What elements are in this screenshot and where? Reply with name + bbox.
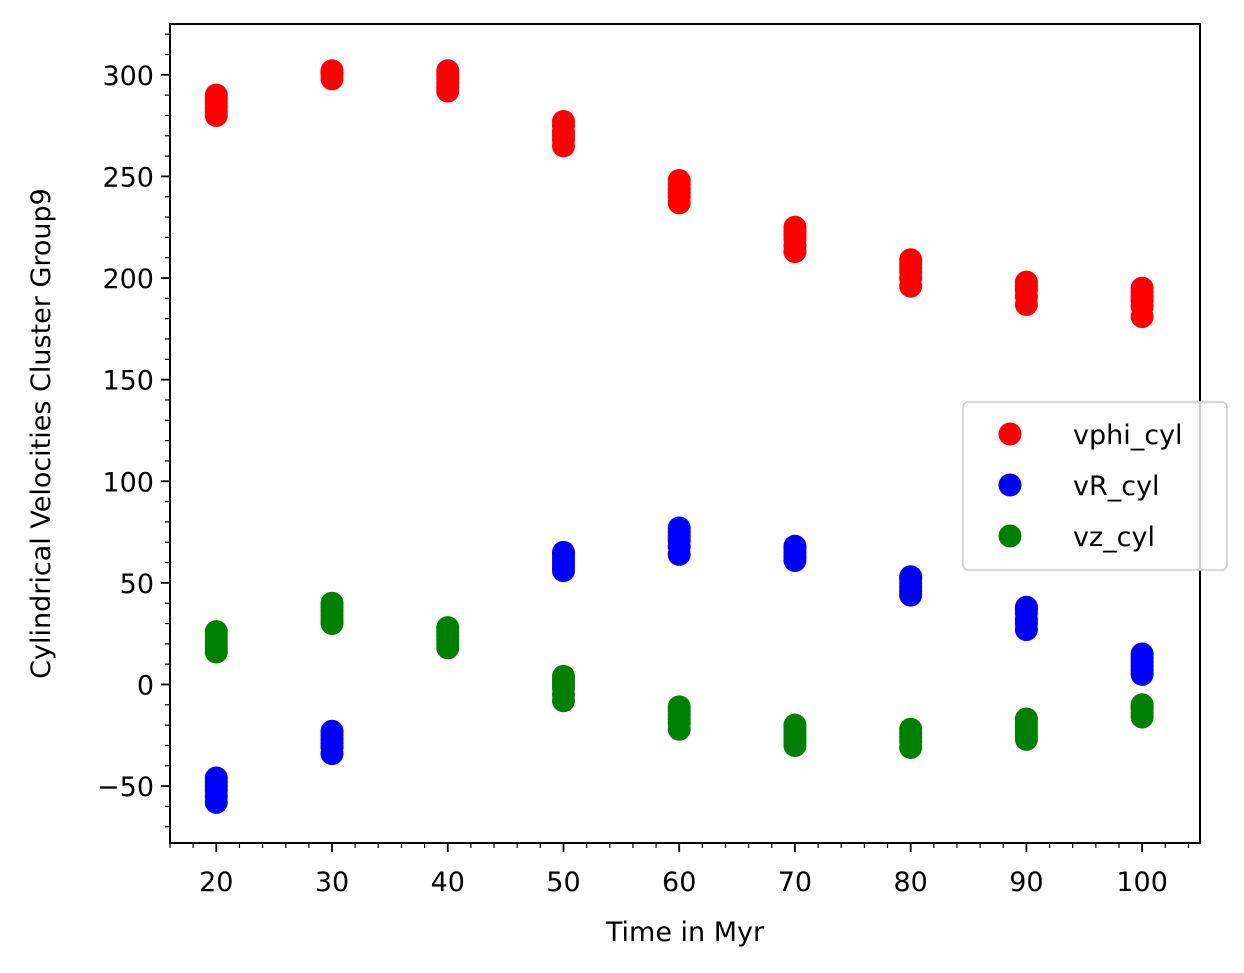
y-tick-label: 250 xyxy=(102,162,154,193)
point-vphi_cyl-27 xyxy=(667,168,691,192)
point-vz_cyl-11 xyxy=(320,591,344,615)
x-tick-label: 70 xyxy=(778,867,812,898)
point-vz_cyl-46 xyxy=(1014,707,1038,731)
point-vz_cyl-40 xyxy=(899,717,923,741)
x-tick-label: 100 xyxy=(1116,867,1168,898)
point-vphi_cyl-5 xyxy=(204,83,228,107)
point-vphi_cyl-21 xyxy=(551,110,575,134)
point-vphi_cyl-33 xyxy=(783,215,807,239)
legend-marker-vz_cyl xyxy=(998,524,1022,548)
y-tick-label: 0 xyxy=(137,670,154,701)
point-vR_cyl-17 xyxy=(551,540,575,564)
point-vR_cyl-28 xyxy=(783,534,807,558)
legend-label-vphi_cyl: vphi_cyl xyxy=(1073,420,1183,451)
point-vz_cyl-35 xyxy=(783,713,807,737)
data-points xyxy=(204,59,1154,814)
point-vphi_cyl-50 xyxy=(1130,276,1154,300)
x-tick-label: 20 xyxy=(199,867,233,898)
legend-label-vz_cyl: vz_cyl xyxy=(1073,522,1155,553)
x-axis-label: Time in Myr xyxy=(605,917,765,948)
point-vphi_cyl-9 xyxy=(320,59,344,83)
point-vz_cyl-51 xyxy=(1130,693,1154,717)
point-vz_cyl-29 xyxy=(667,695,691,719)
y-tick-label: 150 xyxy=(102,366,154,397)
point-vz_cyl-23 xyxy=(551,664,575,688)
point-vphi_cyl-39 xyxy=(899,248,923,272)
point-vz_cyl-5 xyxy=(204,620,228,644)
x-tick-label: 80 xyxy=(893,867,927,898)
point-vz_cyl-17 xyxy=(436,616,460,640)
x-axis: 20 30 40 50 60 70 80 90 100 xyxy=(169,843,1190,898)
y-axis-label: Cylindrical Velocities Cluster Group9 xyxy=(26,188,57,679)
y-tick-label: 100 xyxy=(102,467,154,498)
legend-label-vR_cyl: vR_cyl xyxy=(1073,471,1160,502)
y-tick-label: 200 xyxy=(102,264,154,295)
x-tick-label: 30 xyxy=(315,867,349,898)
x-tick-label: 60 xyxy=(662,867,696,898)
point-vR_cyl-34 xyxy=(899,565,923,589)
point-vphi_cyl-15 xyxy=(436,59,460,83)
point-vR_cyl-46 xyxy=(1130,642,1154,666)
legend-box xyxy=(962,401,1228,571)
legend: vphi_cyl vR_cyl vz_cyl xyxy=(962,401,1228,571)
x-tick-label: 90 xyxy=(1009,867,1043,898)
x-tick-label: 40 xyxy=(431,867,465,898)
legend-marker-vphi_cyl xyxy=(998,422,1022,446)
point-vR_cyl-11 xyxy=(320,719,344,743)
y-axis: −50 0 50 100 150 200 250 300 xyxy=(97,33,170,828)
legend-marker-vR_cyl xyxy=(998,473,1022,497)
point-vphi_cyl-44 xyxy=(1014,270,1038,294)
x-tick-label: 50 xyxy=(546,867,580,898)
y-tick-label: 50 xyxy=(120,569,154,600)
y-tick-label: 300 xyxy=(102,61,154,92)
point-vR_cyl-40 xyxy=(1014,595,1038,619)
point-vR_cyl-5 xyxy=(204,766,228,790)
y-tick-label: −50 xyxy=(97,772,154,803)
point-vR_cyl-23 xyxy=(667,516,691,540)
